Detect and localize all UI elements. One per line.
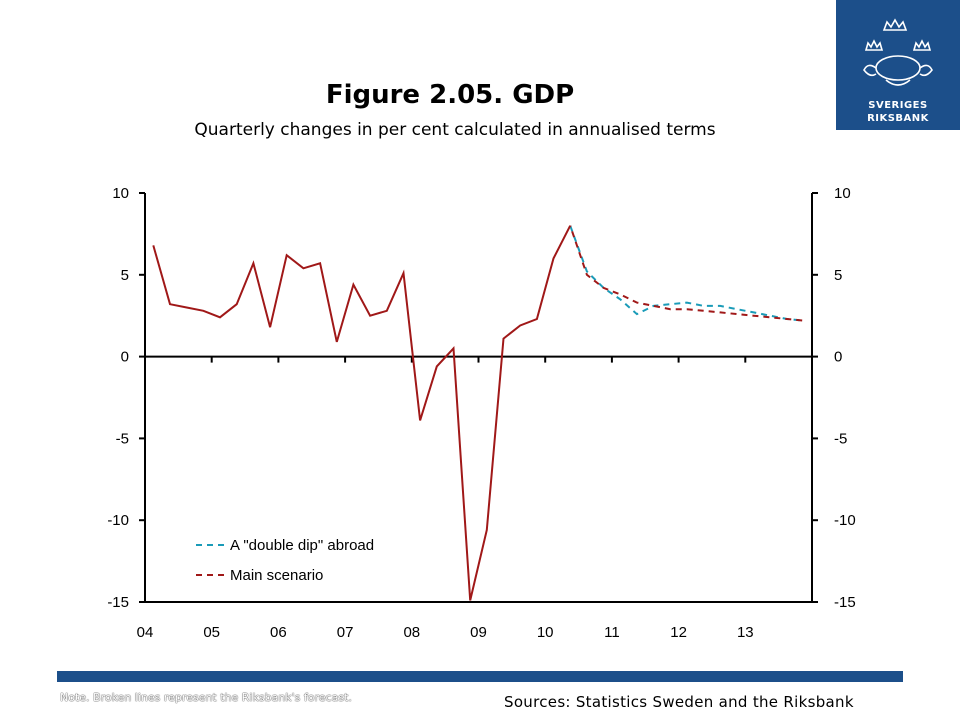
footer-bar	[57, 671, 903, 682]
footnote: Note. Broken lines represent the Riksban…	[60, 691, 352, 704]
series-main-scenario-line	[569, 225, 804, 322]
x-tick-label: 09	[470, 624, 487, 641]
x-tick-label: 05	[203, 624, 220, 641]
x-tick-label: 12	[670, 624, 687, 641]
y-tick-label-right: 0	[834, 349, 842, 366]
x-tick-label: 13	[737, 624, 754, 641]
y-tick-label-left: -15	[107, 594, 129, 611]
y-tick-label-right: -15	[834, 594, 856, 611]
x-tick-label: 10	[537, 624, 554, 641]
y-tick-label-left: -5	[116, 430, 129, 447]
logo-wordmark-line2: RIKSBANK	[867, 113, 929, 124]
chart-title: Figure 2.05. GDP	[325, 80, 575, 110]
series-outcome-line	[152, 225, 572, 601]
sources-text: Sources: Statistics Sweden and the Riksb…	[504, 693, 854, 711]
y-tick-label-left: 0	[121, 349, 129, 366]
y-tick-label-right: -10	[834, 512, 856, 529]
x-tick-label: 07	[337, 624, 354, 641]
y-tick-label-left: -10	[107, 512, 129, 529]
y-tick-label-right: -5	[834, 430, 847, 447]
y-tick-label-left: 5	[121, 267, 129, 284]
chart-subtitle: Quarterly changes in per cent calculated…	[194, 120, 716, 140]
logo-wordmark-line1: SVERIGES	[868, 100, 928, 111]
x-tick-label: 04	[137, 624, 154, 641]
x-tick-label: 11	[604, 624, 620, 641]
riksbank-logo: SVERIGES RIKSBANK	[836, 0, 960, 130]
y-tick-label-right: 10	[834, 185, 851, 202]
x-tick-label: 08	[403, 624, 420, 641]
y-tick-label-right: 5	[834, 267, 842, 284]
crown-crest-icon	[863, 18, 933, 86]
legend-double-dip-label: A "double dip" abroad	[230, 537, 374, 554]
y-tick-label-left: 10	[112, 185, 129, 202]
x-tick-label: 06	[270, 624, 287, 641]
legend-main-scenario-label: Main scenario	[230, 567, 323, 584]
series-double-dip-line	[569, 225, 804, 322]
